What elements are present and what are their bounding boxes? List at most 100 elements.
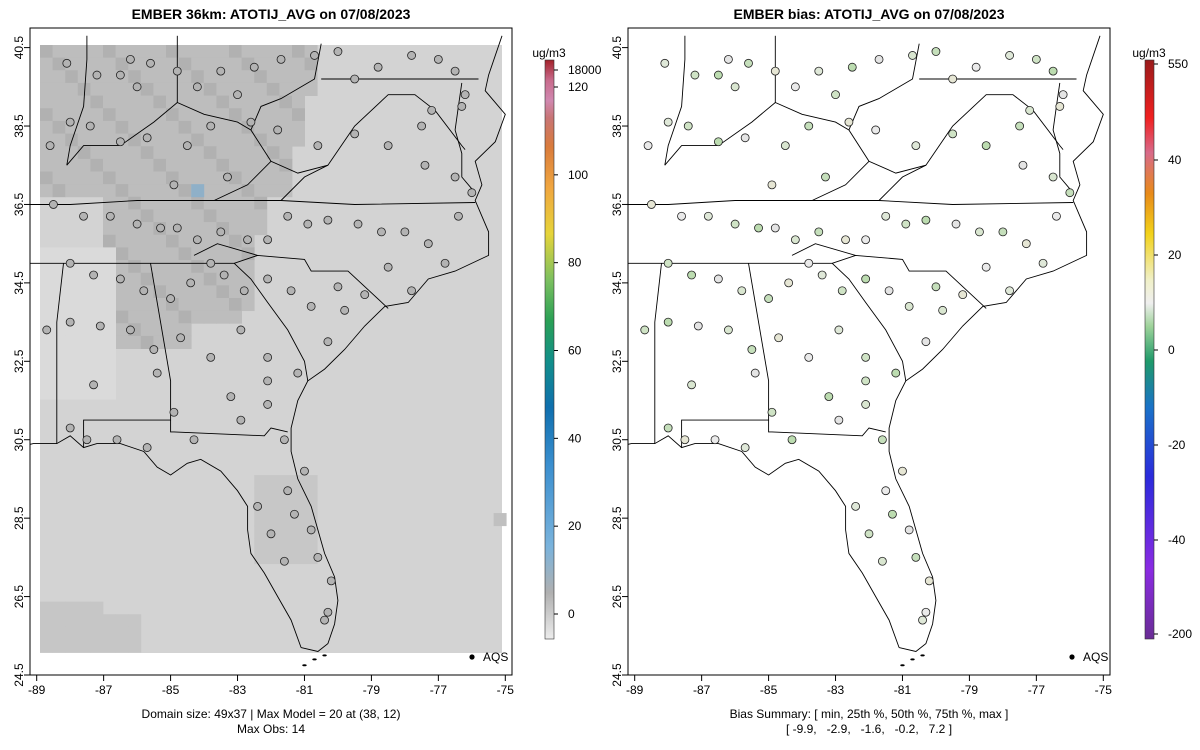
bias-station-marker [834, 325, 844, 335]
grid-cell [229, 108, 242, 122]
grid-cell [166, 133, 179, 147]
grid-cell [292, 70, 305, 84]
grid-cell [254, 525, 268, 539]
bias-station-marker [690, 70, 700, 80]
station-marker [263, 376, 273, 386]
bias-station-marker [844, 117, 854, 127]
x-tick-label: -75 [1095, 683, 1113, 697]
colorbar-tick-label: 20 [568, 519, 582, 533]
y-tick-label: 38.5 [12, 114, 26, 138]
grid-cell [90, 285, 104, 299]
grid-cell [203, 310, 217, 324]
grid-cell [52, 95, 66, 109]
station-marker [326, 576, 336, 586]
colorbar-tick-label: 20 [1168, 248, 1182, 262]
grid-cell [191, 209, 205, 223]
station-marker [149, 345, 159, 354]
grid-cell [304, 475, 318, 489]
legend: AQS [469, 650, 508, 664]
bias-station-marker [770, 66, 780, 76]
grid-cell [52, 639, 66, 653]
right-panel: EMBER bias: ATOTIJ_AVG on 07/08/2023 -89… [610, 6, 1192, 736]
legend: AQS [1069, 650, 1108, 664]
boundary-line [628, 200, 1074, 205]
grid-cell [90, 133, 104, 147]
station-marker [95, 321, 105, 331]
grid-cell [103, 348, 116, 362]
grid-cell [266, 171, 280, 185]
grid-cell [40, 171, 53, 185]
station-marker [249, 62, 259, 72]
boundary-line [654, 263, 662, 444]
colorbar-scale [1144, 59, 1155, 640]
grid-cell [153, 298, 167, 312]
bias-station-marker [888, 509, 897, 519]
grid-cell [52, 57, 66, 71]
grid-cell [115, 45, 129, 59]
station-marker [350, 74, 360, 84]
grid-cell [65, 335, 79, 349]
grid-cell [203, 285, 217, 299]
colorbar-tick-label: 0 [568, 607, 575, 621]
grid-cell [90, 298, 104, 312]
grid-cell [77, 158, 91, 172]
boundary-line [664, 35, 686, 166]
grid-cell [90, 639, 104, 653]
bias-station-marker [713, 137, 723, 147]
grid-cell [304, 82, 318, 96]
bias-station-marker [647, 200, 656, 209]
station-marker [266, 529, 276, 539]
grid-cell [229, 209, 242, 223]
grid-cell [191, 171, 205, 185]
grid-cell [203, 133, 217, 147]
grid-cell [254, 45, 268, 59]
grid-cell [128, 335, 142, 349]
grid-cell [128, 298, 142, 312]
grid-cell [153, 260, 167, 274]
station-markers [42, 47, 477, 625]
grid-cell [203, 298, 217, 312]
grid-cell [128, 146, 142, 160]
grid-cell [103, 272, 116, 286]
station-marker [172, 66, 182, 76]
model-grid-cells [40, 45, 507, 653]
grid-cell [40, 298, 53, 312]
x-tick-label: -81 [296, 683, 314, 697]
grid-cell [52, 626, 66, 640]
colorbar-tick-label: -200 [1168, 627, 1192, 641]
station-marker [42, 325, 52, 335]
grid-cell [266, 500, 280, 514]
grid-cell [140, 310, 154, 324]
grid-cell [65, 373, 79, 387]
grid-cell [166, 247, 179, 261]
bias-station-marker [817, 270, 827, 280]
grid-cell [52, 184, 66, 198]
station-marker [279, 435, 289, 445]
grid-cell [178, 171, 192, 185]
grid-cell [191, 70, 205, 84]
grid-cell [254, 171, 268, 185]
grid-cell [115, 614, 129, 628]
bias-station-marker [1021, 239, 1031, 249]
grid-cell [266, 133, 280, 147]
grid-cell [65, 348, 79, 362]
grid-cell [241, 209, 255, 223]
colorbar-tick-label: -20 [1168, 438, 1186, 452]
bias-station-marker [814, 66, 824, 76]
grid-cell [128, 209, 142, 223]
grid-cell [115, 209, 129, 223]
colorbar-tick-label: 18000 [568, 63, 602, 77]
bias-station-marker [881, 486, 891, 496]
grid-cell [128, 310, 142, 324]
grid-cell [166, 95, 179, 109]
grid-cell [140, 70, 154, 84]
bias-station-marker [1048, 172, 1058, 182]
grid-cell [241, 146, 255, 160]
grid-cell [140, 171, 154, 185]
bias-station-marker [713, 274, 723, 284]
grid-cell [52, 361, 66, 375]
bias-station-marker [874, 54, 884, 64]
bias-station-marker [663, 258, 673, 268]
plot-frame [29, 27, 513, 676]
